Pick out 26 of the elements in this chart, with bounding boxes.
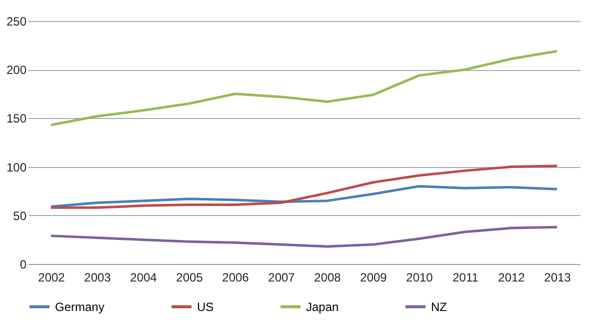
x-tick-label: 2007 <box>268 270 296 284</box>
x-tick-label: 2013 <box>544 270 572 284</box>
y-tick-label: 100 <box>6 160 27 174</box>
legend-label: Germany <box>55 300 104 314</box>
x-tick-label: 2011 <box>452 270 479 284</box>
legend-label: NZ <box>431 300 447 314</box>
y-tick-label: 50 <box>13 208 27 223</box>
x-tick-label: 2004 <box>130 270 158 284</box>
x-tick-label: 2006 <box>222 270 250 284</box>
line-series <box>50 184 558 208</box>
x-tick-label: 2009 <box>360 270 388 284</box>
x-tick-label: 2008 <box>314 270 342 284</box>
y-tick-label: 0 <box>20 258 27 272</box>
x-tick-label: 2012 <box>498 270 526 284</box>
y-tick-label: 150 <box>6 112 27 126</box>
line-series <box>50 50 558 126</box>
line-series <box>50 226 558 248</box>
x-tick-label: 2003 <box>84 270 112 284</box>
y-tick-label: 200 <box>6 63 27 78</box>
x-tick-label: 2002 <box>38 270 66 284</box>
line-series <box>50 164 558 209</box>
y-tick-label: 250 <box>6 14 27 28</box>
x-tick-label: 2010 <box>406 270 434 284</box>
x-tick-label: 2005 <box>176 270 204 284</box>
legend-label: Japan <box>306 300 339 314</box>
legend-label: US <box>197 300 214 314</box>
